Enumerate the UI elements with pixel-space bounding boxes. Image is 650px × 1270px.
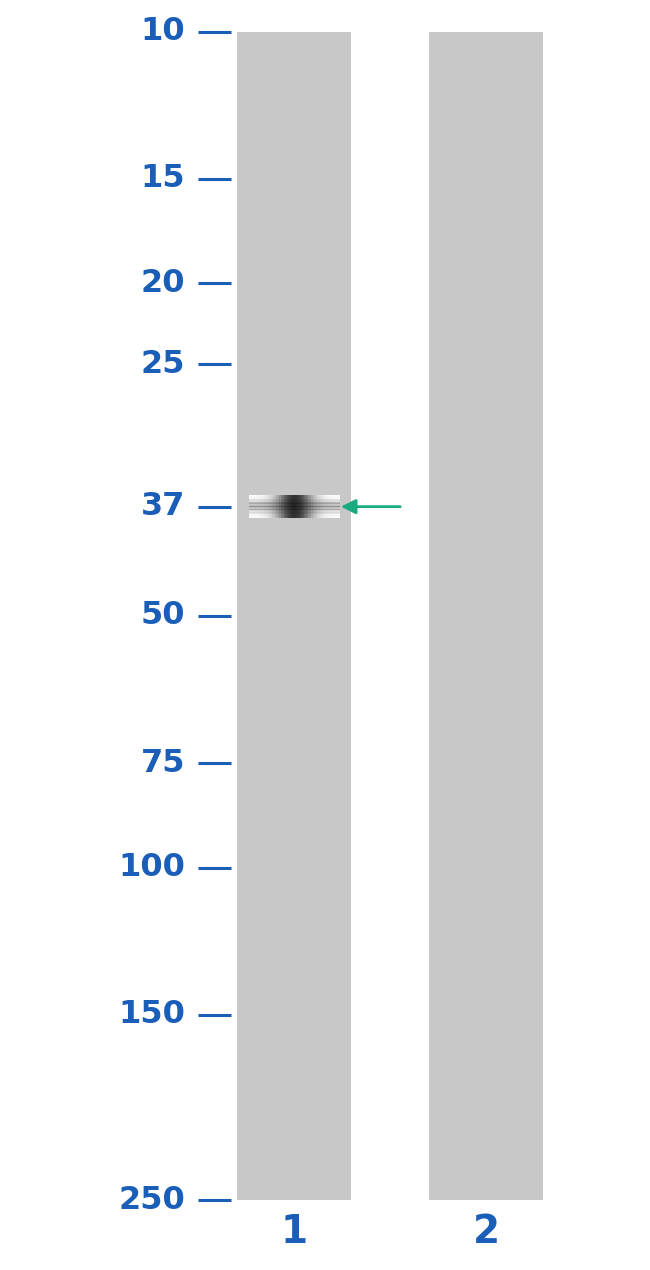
Bar <box>322 495 324 518</box>
Bar <box>328 495 330 518</box>
Bar <box>298 495 300 518</box>
Text: 75: 75 <box>141 748 185 779</box>
Bar <box>330 495 332 518</box>
Bar <box>250 495 252 518</box>
Bar <box>264 495 266 518</box>
Bar <box>273 495 275 518</box>
Text: 37: 37 <box>141 491 185 522</box>
Bar <box>302 495 304 518</box>
Text: 10: 10 <box>140 17 185 47</box>
Text: 250: 250 <box>118 1185 185 1215</box>
Bar <box>334 495 336 518</box>
Text: 2: 2 <box>473 1213 500 1251</box>
Text: 20: 20 <box>141 268 185 298</box>
Bar <box>335 495 337 518</box>
Text: 25: 25 <box>141 349 185 380</box>
Text: 150: 150 <box>118 999 185 1030</box>
Bar <box>291 495 293 518</box>
Bar <box>313 495 315 518</box>
Text: 15: 15 <box>140 164 185 194</box>
Bar <box>255 495 257 518</box>
Bar <box>308 495 310 518</box>
Bar <box>299 495 301 518</box>
Bar <box>275 495 277 518</box>
Bar <box>331 495 333 518</box>
Bar <box>287 495 289 518</box>
Bar <box>316 495 318 518</box>
Bar <box>257 495 259 518</box>
Bar <box>337 495 339 518</box>
Bar <box>249 495 251 518</box>
Text: 100: 100 <box>118 852 185 883</box>
Bar <box>294 495 296 518</box>
Bar <box>263 495 265 518</box>
Bar <box>323 495 325 518</box>
Bar <box>266 495 268 518</box>
Bar <box>254 495 255 518</box>
Bar <box>280 495 281 518</box>
Bar <box>290 495 292 518</box>
Bar <box>270 495 272 518</box>
Bar <box>272 495 274 518</box>
Bar <box>305 495 307 518</box>
Bar <box>311 495 313 518</box>
Bar <box>339 495 341 518</box>
Text: 50: 50 <box>141 601 185 631</box>
Bar <box>276 495 278 518</box>
Bar <box>284 495 286 518</box>
Bar <box>296 495 298 518</box>
Bar <box>237 32 351 1200</box>
Bar <box>304 495 306 518</box>
Bar <box>278 495 280 518</box>
Text: 1: 1 <box>281 1213 308 1251</box>
Bar <box>318 495 320 518</box>
Bar <box>429 32 543 1200</box>
Bar <box>325 495 327 518</box>
Bar <box>252 495 254 518</box>
Bar <box>285 495 287 518</box>
Bar <box>282 495 284 518</box>
Bar <box>267 495 269 518</box>
Bar <box>307 495 309 518</box>
Bar <box>268 495 270 518</box>
Bar <box>332 495 334 518</box>
Bar <box>258 495 260 518</box>
Bar <box>314 495 316 518</box>
Bar <box>317 495 319 518</box>
Bar <box>320 495 322 518</box>
Bar <box>289 495 290 518</box>
Bar <box>259 495 261 518</box>
Bar <box>309 495 311 518</box>
Bar <box>293 495 295 518</box>
Bar <box>300 495 302 518</box>
Bar <box>326 495 328 518</box>
Bar <box>281 495 283 518</box>
Bar <box>261 495 263 518</box>
